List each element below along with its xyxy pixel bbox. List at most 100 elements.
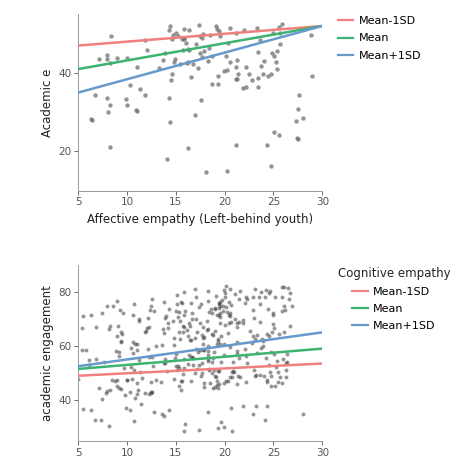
Point [184, 360, 191, 368]
Point [200, 383, 208, 390]
Point [233, 319, 241, 327]
Point [180, 328, 187, 336]
Point [216, 304, 223, 311]
Point [254, 349, 261, 356]
Point [176, 335, 183, 343]
Point [208, 330, 216, 338]
Point [91, 416, 99, 424]
Point [187, 73, 195, 81]
Point [228, 368, 236, 376]
Point [234, 70, 242, 78]
Point [161, 359, 168, 367]
Point [248, 77, 255, 84]
Point [295, 91, 303, 99]
Point [174, 33, 182, 40]
Point [198, 332, 206, 339]
Point [279, 283, 286, 291]
Legend: Mean-1SD, Mean, Mean+1SD: Mean-1SD, Mean, Mean+1SD [337, 266, 450, 331]
Point [287, 322, 294, 330]
Point [260, 57, 267, 65]
Point [117, 337, 125, 345]
Point [136, 315, 143, 323]
Point [276, 131, 283, 138]
Point [214, 337, 222, 345]
Point [131, 394, 138, 401]
Point [85, 361, 92, 369]
Point [173, 300, 181, 308]
Point [226, 310, 234, 317]
Point [188, 299, 195, 307]
Point [180, 289, 188, 296]
Point [200, 379, 208, 386]
Point [198, 369, 205, 376]
Point [273, 65, 281, 73]
Point [251, 336, 258, 343]
Point [186, 337, 194, 344]
Point [162, 312, 169, 319]
Point [169, 318, 177, 325]
Point [254, 48, 262, 55]
Point [193, 328, 201, 336]
Point [112, 347, 120, 355]
Point [136, 356, 143, 364]
Point [219, 307, 227, 315]
Point [226, 58, 234, 65]
Point [159, 410, 166, 418]
Point [130, 366, 137, 374]
Point [213, 25, 220, 33]
Point [233, 56, 240, 64]
Point [117, 338, 125, 346]
Point [293, 134, 301, 141]
Point [181, 36, 188, 43]
Point [251, 372, 259, 380]
Point [208, 358, 216, 366]
Point [224, 378, 231, 385]
Y-axis label: Academic e: Academic e [41, 68, 54, 137]
Point [178, 387, 185, 394]
Point [200, 340, 207, 348]
Point [95, 384, 103, 392]
Point [196, 49, 204, 57]
Point [129, 312, 137, 319]
Point [212, 327, 219, 335]
Point [181, 34, 188, 42]
Point [249, 306, 257, 314]
Point [141, 91, 148, 99]
Point [265, 289, 273, 297]
Point [147, 390, 155, 397]
Point [217, 358, 225, 366]
Point [145, 390, 153, 398]
Point [197, 301, 205, 308]
Point [285, 295, 293, 302]
Point [276, 40, 283, 48]
Point [123, 376, 130, 383]
Point [179, 46, 186, 54]
Point [276, 374, 283, 381]
Point [182, 40, 190, 47]
Point [109, 302, 117, 310]
Point [269, 309, 277, 317]
Point [104, 108, 111, 116]
Point [257, 288, 264, 295]
Point [222, 283, 230, 290]
Point [157, 378, 165, 385]
Point [177, 377, 184, 385]
Point [196, 361, 203, 369]
Point [181, 355, 188, 363]
Point [216, 319, 223, 327]
Point [98, 395, 105, 403]
Point [114, 382, 121, 390]
Point [220, 423, 228, 431]
Point [161, 49, 169, 57]
Point [252, 402, 260, 410]
Point [132, 107, 139, 114]
Point [204, 326, 212, 333]
Point [119, 310, 127, 317]
Point [185, 27, 193, 34]
Point [200, 346, 207, 354]
Point [257, 344, 265, 351]
Point [223, 167, 230, 175]
Point [126, 388, 134, 396]
Point [137, 400, 145, 408]
Point [201, 47, 208, 55]
